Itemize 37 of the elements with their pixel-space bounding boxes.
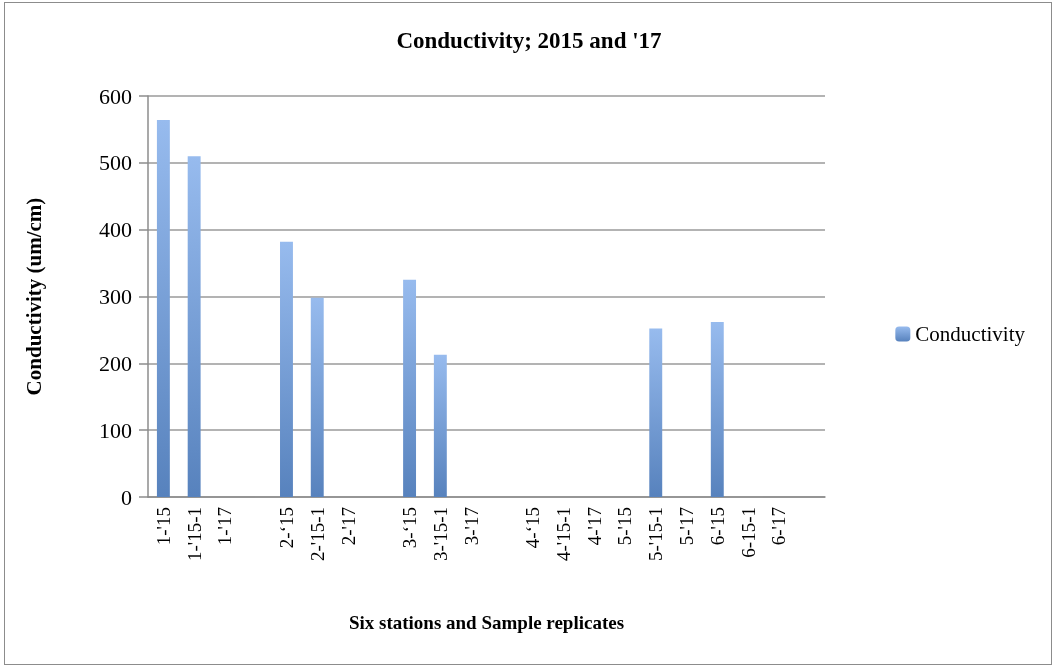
x-tick-label: 1-'15-1 (183, 507, 205, 562)
y-tick-label: 400 (99, 217, 132, 243)
x-tick-label: 6-15-1 (737, 507, 759, 558)
x-tick-label: 3-'17 (460, 507, 482, 546)
x-tick-label: 1-'15 (152, 507, 174, 546)
x-tick-label: 4-'15-1 (552, 507, 574, 562)
bar (156, 120, 170, 497)
y-tick-label: 100 (99, 417, 132, 443)
x-tick-label: 6-'17 (768, 507, 790, 546)
bar (403, 279, 417, 497)
y-tick-label: 0 (121, 484, 132, 510)
y-tick-label: 500 (99, 150, 132, 176)
legend-label: Conductivity (915, 322, 1026, 346)
bar (187, 156, 201, 497)
x-tick-label: 5-'17 (676, 507, 698, 546)
x-tick-label: 3-‘15 (399, 507, 421, 549)
x-tick-label: 3-'15-1 (429, 507, 451, 562)
x-axis-title: Six stations and Sample replicates (348, 612, 625, 633)
y-tick-label: 600 (99, 83, 132, 109)
x-tick-label: 5-'15-1 (645, 507, 667, 562)
x-tick-label: 6-'15 (706, 507, 728, 546)
x-tick-label: 4-‘15 (522, 507, 544, 549)
y-tick-label: 200 (99, 350, 132, 376)
bar (280, 241, 293, 497)
bar (649, 328, 663, 497)
bar (433, 354, 447, 497)
x-tick-label: 4-'17 (583, 507, 605, 546)
x-tick-label: 2-'17 (337, 507, 359, 546)
bar (710, 321, 724, 497)
x-tick-label: 5-'15 (614, 507, 636, 546)
x-tick-label: 2-‘15 (275, 507, 297, 549)
y-tick-label: 300 (99, 284, 132, 309)
bar (310, 297, 324, 497)
x-tick-label: 2-'15-1 (306, 507, 328, 562)
x-tick-label: 1-'17 (214, 507, 236, 546)
y-axis-title: Conductivity (um/cm) (21, 197, 46, 396)
chart-title: Conductivity; 2015 and '17 (396, 28, 662, 53)
